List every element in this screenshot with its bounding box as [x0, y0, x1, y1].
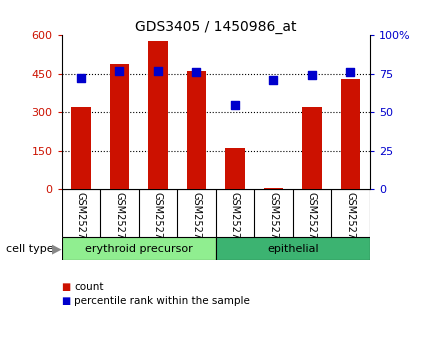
Text: count: count — [74, 282, 104, 292]
Text: epithelial: epithelial — [267, 244, 318, 254]
Text: GSM252738: GSM252738 — [153, 192, 163, 251]
Text: GSM252735: GSM252735 — [230, 192, 240, 251]
Text: cell type: cell type — [6, 244, 54, 254]
Point — [193, 69, 200, 75]
Point — [347, 69, 354, 75]
Bar — [110, 64, 129, 189]
Point — [270, 77, 277, 83]
Text: ■: ■ — [62, 296, 71, 306]
Text: GSM252739: GSM252739 — [307, 192, 317, 251]
Text: GSM252741: GSM252741 — [346, 192, 355, 251]
Point — [116, 68, 123, 74]
Point — [232, 102, 238, 107]
Bar — [148, 40, 167, 189]
Text: GSM252737: GSM252737 — [269, 192, 278, 251]
Bar — [71, 107, 91, 189]
Point — [77, 76, 84, 81]
Bar — [225, 148, 244, 189]
Bar — [215, 237, 370, 260]
Text: GSM252734: GSM252734 — [76, 192, 86, 251]
Bar — [341, 79, 360, 189]
Title: GDS3405 / 1450986_at: GDS3405 / 1450986_at — [135, 21, 296, 34]
Bar — [62, 237, 215, 260]
Text: GSM252740: GSM252740 — [191, 192, 201, 251]
Point — [309, 73, 315, 78]
Bar — [264, 188, 283, 189]
Text: ■: ■ — [62, 282, 71, 292]
Bar — [187, 71, 206, 189]
Text: percentile rank within the sample: percentile rank within the sample — [74, 296, 250, 306]
Text: erythroid precursor: erythroid precursor — [85, 244, 193, 254]
Text: GSM252736: GSM252736 — [114, 192, 125, 251]
Bar — [302, 107, 322, 189]
Point — [155, 68, 162, 74]
Text: ▶: ▶ — [52, 242, 62, 255]
